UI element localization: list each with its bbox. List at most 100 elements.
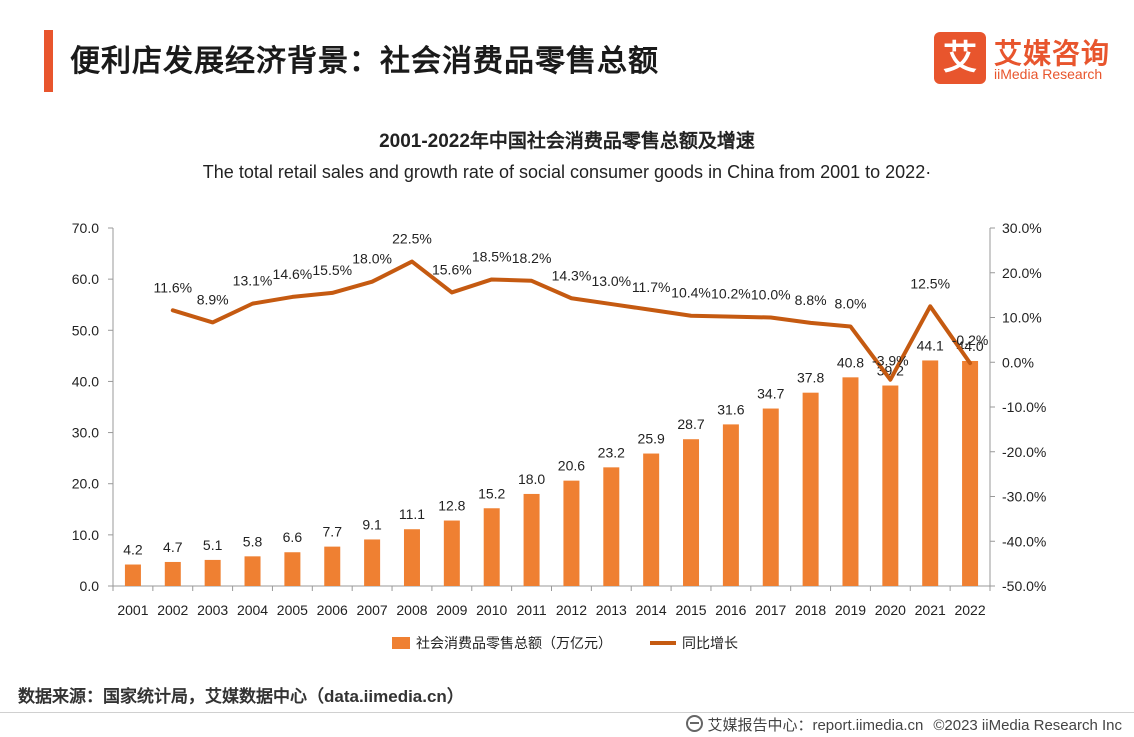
growth-point (769, 316, 773, 319)
legend-label-line: 同比增长 (682, 635, 738, 651)
y-right-tick-label: -50.0% (1002, 578, 1046, 594)
x-tick-label: 2012 (556, 602, 587, 618)
y-left-tick-label: 50.0 (72, 322, 99, 338)
logo-mark: 艾 (934, 32, 986, 84)
chart-title: 2001-2022年中国社会消费品零售总额及增速 (379, 131, 755, 152)
growth-value-label: 11.6% (153, 279, 192, 295)
growth-point (928, 304, 932, 308)
bar-value-label: 15.2 (478, 485, 505, 501)
growth-point (569, 296, 573, 300)
bar (324, 546, 341, 586)
y-left-tick-label: 0.0 (80, 578, 100, 594)
bar-value-label: 11.1 (399, 506, 425, 522)
combo-chart: 0.0 10.0 20.0 30.0 40.0 50.0 60.0 70.0 -50.0% -40… (72, 220, 1047, 651)
x-tick-label: 2002 (157, 602, 188, 618)
chart-subtitle: The total retail sales and growth rate o… (202, 162, 932, 182)
bar-value-label: 37.8 (797, 370, 824, 386)
bar-value-label: 12.8 (438, 498, 465, 514)
x-tick-label: 2019 (835, 602, 866, 618)
growth-value-label: -3.9% (872, 353, 909, 369)
bar (882, 385, 899, 586)
y-right-tick-label: 0.0% (1002, 354, 1034, 370)
y-left-tick-label: 20.0 (72, 476, 99, 492)
x-tick-label: 2007 (357, 602, 388, 618)
growth-point (689, 314, 693, 318)
growth-value-label: -0.2% (952, 332, 989, 348)
bar (842, 377, 859, 586)
bar-value-label: 7.7 (323, 524, 343, 540)
bar (603, 467, 620, 586)
growth-point (290, 295, 294, 299)
bar-value-label: 18.0 (518, 471, 545, 487)
growth-value-label: 11.7% (632, 279, 671, 295)
growth-point (649, 308, 653, 312)
growth-point (729, 315, 733, 319)
bar (643, 453, 660, 586)
bar-value-label: 9.1 (362, 516, 382, 532)
growth-point (330, 291, 334, 295)
growth-value-label: 8.8% (795, 292, 827, 308)
bar (164, 561, 181, 586)
bar-value-label: 4.7 (163, 539, 183, 555)
growth-value-label: 13.0% (591, 273, 631, 289)
bar (523, 493, 540, 586)
bar (204, 559, 221, 586)
growth-value-label: 15.5% (312, 262, 352, 278)
growth-point (968, 361, 972, 365)
bar (802, 392, 819, 586)
x-tick-label: 2015 (675, 602, 706, 618)
growth-value-label: 10.4% (671, 285, 711, 301)
growth-point (809, 321, 813, 325)
y-right-tick-label: -20.0% (1002, 444, 1046, 460)
y-left-tick-label: 70.0 (72, 220, 99, 236)
report-center-link[interactable]: 艾媒报告中心：report.iimedia.cn (707, 717, 924, 734)
y-left-tick-label: 10.0 (72, 527, 99, 543)
data-source: 数据来源：国家统计局，艾媒数据中心（data.iimedia.cn） (18, 687, 464, 706)
bar-value-label: 44.1 (917, 337, 944, 353)
y-left-tick-label: 60.0 (72, 271, 99, 287)
y-right-tick-label: 30.0% (1002, 220, 1042, 236)
growth-point (211, 320, 215, 324)
bar-value-label: 5.1 (203, 537, 223, 553)
growth-value-label: 18.2% (512, 250, 552, 266)
growth-point (848, 324, 852, 328)
growth-point (410, 260, 414, 264)
y-left-tick-label: 40.0 (72, 373, 99, 389)
y-right-tick-label: -40.0% (1002, 533, 1046, 549)
bar (722, 424, 739, 586)
legend-label-bar: 社会消费品零售总额（万亿元） (416, 635, 612, 651)
brand-logo: 艾 艾媒咨询 iiMedia Research (934, 30, 1124, 86)
y-right-tick-label: 10.0% (1002, 310, 1042, 326)
bar-value-label: 31.6 (717, 401, 744, 417)
bar-value-label: 5.8 (243, 533, 263, 549)
footer: 艾媒报告中心：report.iimedia.cn ©2023 iiMedia Re… (686, 714, 1122, 735)
x-tick-label: 2008 (396, 602, 427, 618)
x-tick-label: 2016 (715, 602, 746, 618)
logo-english-name: iiMedia Research (994, 66, 1103, 82)
growth-point (609, 302, 613, 306)
bar (483, 508, 500, 586)
title-accent-bar (44, 30, 53, 92)
report-center-icon (686, 715, 704, 732)
bar-value-label: 44.0 (956, 338, 983, 354)
x-tick-label: 2001 (117, 602, 148, 618)
bar-value-label: 40.8 (837, 354, 864, 370)
bar-value-label: 28.7 (677, 416, 704, 432)
y-right-tick-label: -30.0% (1002, 489, 1046, 505)
copyright: ©2023 iiMedia Research Inc (933, 717, 1122, 734)
x-tick-label: 2021 (915, 602, 946, 618)
growth-point (888, 378, 892, 382)
bar (762, 408, 779, 586)
bar-value-label: 4.2 (123, 542, 143, 558)
x-tick-label: 2009 (436, 602, 467, 618)
bar (244, 556, 261, 586)
y-left-tick-label: 30.0 (72, 425, 99, 441)
growth-value-label: 14.3% (552, 267, 592, 283)
x-tick-label: 2004 (237, 602, 268, 618)
growth-value-label: 18.5% (472, 248, 512, 264)
bar-value-label: 25.9 (638, 431, 665, 447)
bar (683, 439, 700, 586)
y-right-tick-label: 20.0% (1002, 265, 1042, 281)
logo-chinese-name: 艾媒咨询 (994, 38, 1111, 69)
x-tick-label: 2010 (476, 602, 507, 618)
